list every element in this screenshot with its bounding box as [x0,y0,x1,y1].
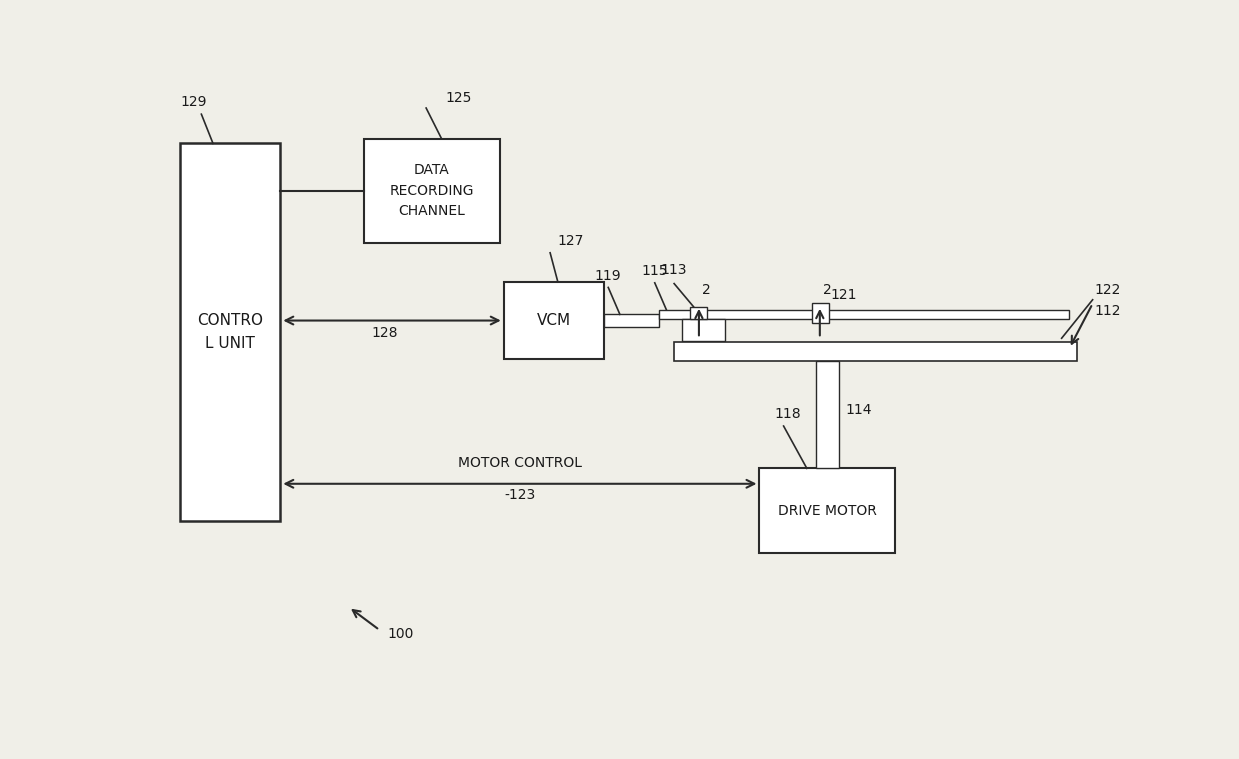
Text: 113: 113 [660,263,688,277]
Text: MOTOR CONTROL: MOTOR CONTROL [458,456,582,470]
Bar [659,310,1069,319]
Text: 100: 100 [388,627,414,641]
Bar [364,139,499,243]
Text: 115: 115 [642,264,668,278]
Text: 127: 127 [558,234,585,248]
Text: DATA
RECORDING
CHANNEL: DATA RECORDING CHANNEL [390,163,475,219]
Text: 2: 2 [703,283,711,298]
Text: 114: 114 [845,404,872,417]
Bar [674,342,1077,361]
Bar [817,361,839,468]
Bar [180,143,280,521]
Text: CONTRO
L UNIT: CONTRO L UNIT [197,313,263,351]
Text: 128: 128 [370,326,398,341]
Text: 125: 125 [446,91,472,105]
Bar [690,307,706,319]
Bar [605,314,659,326]
Text: 112: 112 [1094,304,1120,318]
Text: VCM: VCM [536,313,571,328]
Bar [812,303,829,323]
Text: DRIVE MOTOR: DRIVE MOTOR [778,504,877,518]
Text: 121: 121 [830,288,857,302]
Bar [760,468,895,553]
Text: 129: 129 [181,96,207,109]
Text: 119: 119 [595,269,622,283]
Text: 2: 2 [823,283,831,298]
Text: -123: -123 [504,488,535,502]
Text: 118: 118 [774,408,800,421]
Bar [503,282,605,359]
Text: 122: 122 [1094,283,1120,298]
Bar [681,319,725,341]
